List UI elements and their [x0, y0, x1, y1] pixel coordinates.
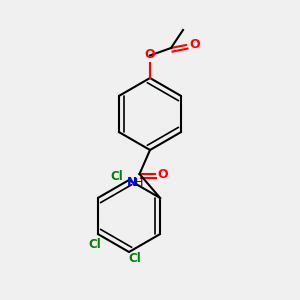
Text: O: O: [145, 49, 155, 62]
Text: O: O: [189, 38, 200, 52]
Text: Cl: Cl: [129, 251, 141, 265]
Text: H: H: [135, 178, 143, 188]
Text: N: N: [127, 176, 137, 190]
Text: Cl: Cl: [111, 170, 123, 184]
Text: Cl: Cl: [88, 238, 101, 251]
Text: O: O: [158, 167, 168, 181]
